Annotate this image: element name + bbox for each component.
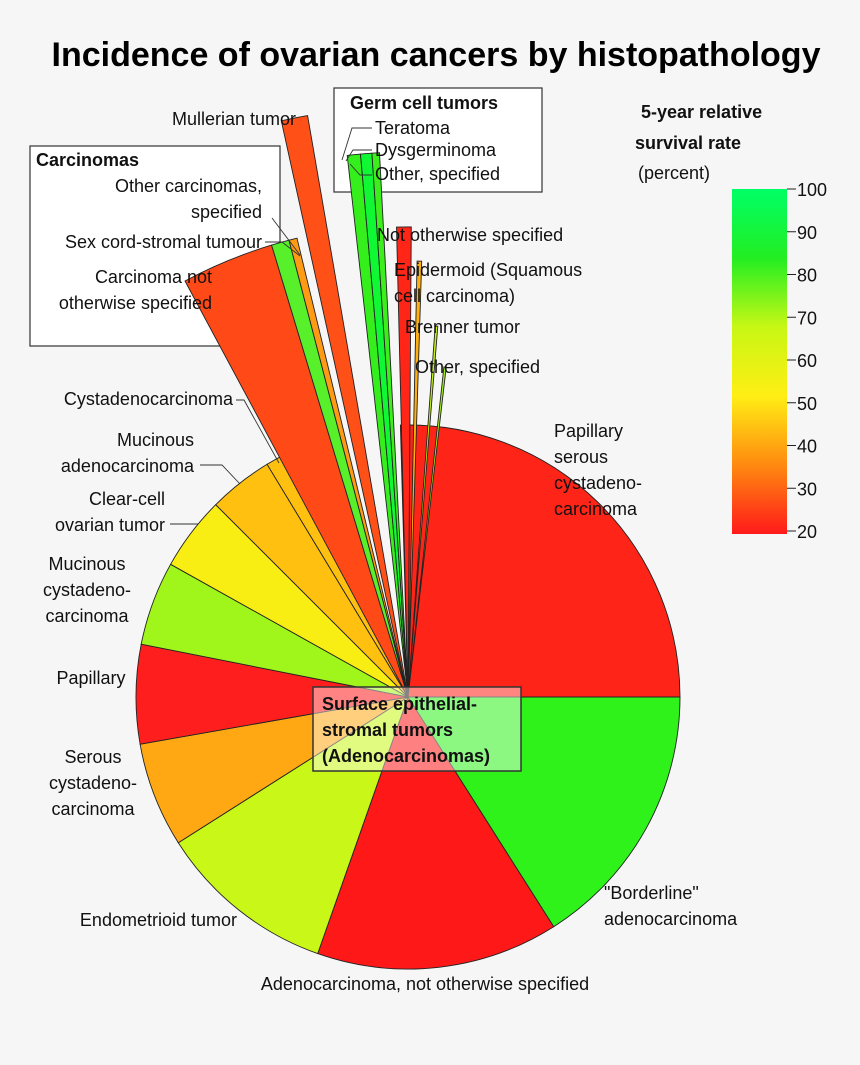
legend-tick-label: 20	[797, 522, 817, 542]
leader-teratoma	[341, 127, 372, 161]
color-scale-legend: 5-year relative survival rate (percent) …	[635, 102, 827, 542]
slice-borderline-adenocarcinoma	[407, 696, 681, 928]
slice-label-carcinoma-not-otherwise-specified: Carcinoma not otherwise specified	[59, 267, 212, 313]
slice-label-endometrioid-tumor: Endometrioid tumor	[80, 910, 237, 930]
leader-cystadenocarcinoma	[236, 399, 280, 464]
slice-label-other-specified-germ-cell: Other, specified	[375, 164, 500, 184]
legend-tick-label: 100	[797, 180, 827, 200]
slice-mullerian-tumor	[280, 115, 409, 698]
center-label-line-2: stromal tumors	[322, 720, 453, 740]
germ-cell-group-title: Germ cell tumors	[350, 93, 498, 113]
legend-tick-label: 30	[797, 479, 817, 499]
color-scale-bar	[732, 189, 787, 534]
legend-ticks: 100 90 80 70 60 50 40 30 20	[787, 180, 827, 542]
slice-adenocarcinoma-not-otherwise-specified	[317, 695, 555, 970]
slice-label-epidermoid-squamous-cell-carcinoma: Epidermoid (Squamous cell carcinoma)	[394, 260, 582, 306]
leader-sex-cord-stromal-tumour	[265, 241, 301, 257]
slice-other-specified-germ-cell	[371, 152, 409, 698]
slice-label-other-carcinomas-specified: Other carcinomas, specified	[115, 176, 262, 222]
pie-slices	[135, 115, 681, 970]
slice-papillary-serous-cystadeno-carcinoma	[399, 424, 681, 698]
slice-label-mucinous-adenocarcinoma: Mucinous adenocarcinoma	[61, 430, 195, 476]
legend-title-line-1: 5-year relative	[641, 102, 762, 122]
slice-label-adenocarcinoma-not-otherwise-specified: Adenocarcinoma, not otherwise specified	[261, 974, 589, 994]
legend-tick-label: 50	[797, 394, 817, 414]
center-label-line-1: Surface epithelial-	[322, 694, 477, 714]
center-label-box: Surface epithelial- stromal tumors (Aden…	[312, 686, 522, 772]
slice-label-brenner-tumor: Brenner tumor	[405, 317, 520, 337]
slice-endometrioid-tumor	[177, 695, 409, 955]
slice-label-not-otherwise-specified: Not otherwise specified	[377, 225, 563, 245]
legend-tick-label: 70	[797, 308, 817, 328]
slice-label-borderline-adenocarcinoma: "Borderline" adenocarcinoma	[604, 883, 738, 929]
slice-other-specified	[407, 366, 447, 698]
center-label-frame	[312, 686, 522, 772]
slice-label-other-specified: Other, specified	[415, 357, 540, 377]
slice-label-papillary: Papillary	[56, 668, 125, 688]
legend-tick-label: 60	[797, 351, 817, 371]
leader-lines	[170, 127, 372, 525]
chart-title: Incidence of ovarian cancers by histopat…	[52, 36, 821, 74]
slice-labels: Papillary serous cystadeno-carcinoma "Borde…	[43, 109, 738, 994]
slice-label-serous-cystadenocarcinoma: Serous cystadeno-carcinoma	[49, 747, 137, 819]
leader-dysgerminoma	[345, 149, 372, 162]
leader-other-specified-germ-cell	[349, 163, 372, 176]
slice-label-sex-cord-stromal-tumour: Sex cord-stromal tumour	[65, 232, 262, 252]
slice-label-clear-cell-ovarian-tumor: Clear-cell ovarian tumor	[55, 489, 165, 535]
slice-label-mucinous-cystadenocarcinoma: Mucinous cystadeno-carcinoma	[43, 554, 131, 626]
leader-other-carcinomas-specified	[271, 217, 301, 256]
group-boxes: Carcinomas Germ cell tumors	[29, 87, 543, 347]
slice-label-dysgerminoma: Dysgerminoma	[375, 140, 497, 160]
slice-label-papillary-serous-cystadeno-carcinoma: Papillary serous cystadeno-carcinoma	[554, 421, 642, 519]
legend-unit: (percent)	[638, 163, 710, 183]
slice-epidermoid-squamous-cell-carcinoma	[407, 260, 423, 698]
carcinomas-group-title: Carcinomas	[36, 150, 139, 170]
legend-title-line-2: survival rate	[635, 133, 741, 153]
center-label-line-3: (Adenocarcinomas)	[322, 746, 490, 766]
legend-tick-label: 80	[797, 266, 817, 286]
leader-mucinous-adenocarcinoma	[200, 464, 241, 485]
legend-tick-label: 90	[797, 223, 817, 243]
slice-label-mullerian-tumor: Mullerian tumor	[172, 109, 296, 129]
slice-label-cystadenocarcinoma: Cystadenocarcinoma	[64, 389, 234, 409]
slice-brenner-tumor	[407, 325, 439, 698]
slice-not-otherwise-specified	[396, 226, 412, 698]
legend-tick-label: 40	[797, 437, 817, 457]
slice-label-teratoma: Teratoma	[375, 118, 451, 138]
